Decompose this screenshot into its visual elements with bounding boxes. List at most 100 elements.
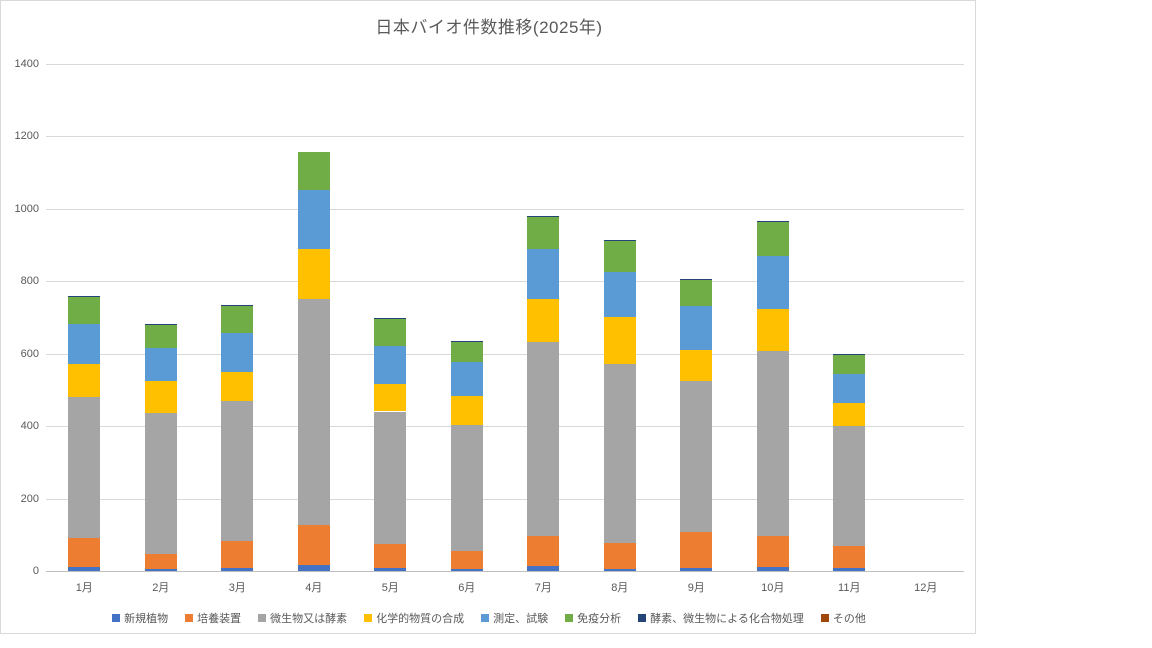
gridline [46, 281, 964, 282]
bar-segment [603, 317, 636, 365]
x-tick-label: 8月 [611, 582, 629, 594]
bar-segment [603, 568, 636, 571]
x-tick-label: 6月 [458, 582, 476, 594]
bar-segment [297, 249, 330, 300]
bar-segment [297, 524, 330, 566]
bar-segment [680, 531, 713, 569]
bar-segment [68, 297, 101, 325]
legend-label: その他 [832, 613, 866, 625]
bar-segment [833, 545, 866, 569]
gridline [46, 353, 964, 355]
bar-segment [680, 349, 713, 382]
bar-segment [680, 306, 713, 350]
bar-segment [68, 397, 101, 539]
bar-segment [680, 278, 713, 280]
bar-segment [374, 317, 407, 320]
legend-marker-icon [364, 614, 373, 622]
bar-segment [374, 345, 407, 384]
bar-segment [833, 402, 866, 426]
bar-segment [144, 553, 177, 570]
bar-segment [603, 272, 636, 318]
bar-segment [527, 535, 560, 566]
legend-marker-icon [638, 614, 647, 622]
legend-label: 測定、試験 [493, 613, 549, 625]
bar-segment [68, 567, 101, 571]
bar-segment [833, 353, 866, 355]
bar-segment [374, 568, 407, 571]
gridline [46, 63, 964, 65]
bar-segment [603, 241, 636, 273]
bar-segment [450, 551, 483, 570]
legend-item: 化学的物質の合成 [364, 610, 464, 626]
x-tick-label: 5月 [381, 582, 399, 594]
x-tick-label: 11月 [838, 582, 861, 594]
bar-segment [221, 332, 254, 372]
y-tick-label: 1200 [14, 130, 39, 142]
y-tick-label: 400 [20, 420, 39, 432]
legend-label: 培養装置 [197, 613, 242, 625]
bar-segment [756, 566, 789, 571]
legend-item: その他 [820, 610, 866, 626]
bar-segment [297, 299, 330, 525]
legend-item: 測定、試験 [481, 610, 548, 626]
legend-item: 微生物又は酵素 [258, 610, 347, 626]
bar-segment [527, 299, 560, 342]
bar-segment [450, 341, 483, 362]
bar-segment [297, 190, 330, 250]
y-tick-label: 800 [20, 275, 39, 287]
x-tick-label: 3月 [228, 582, 246, 594]
bar-segment [756, 255, 789, 310]
y-tick-label: 600 [20, 347, 39, 360]
bar-segment [603, 364, 636, 543]
bar-segment [527, 217, 560, 249]
bar-segment [450, 361, 483, 396]
legend-marker-icon [112, 614, 121, 622]
gridline [46, 426, 964, 427]
chart-frame[interactable]: 日本バイオ件数推移(2025年) 0 200 400 600 800 1000 1200 14… [0, 0, 976, 634]
gridline [46, 136, 964, 137]
y-tick-label: 1400 [14, 57, 39, 70]
legend-item: 免疫分析 [565, 610, 621, 626]
bar-segment [680, 279, 713, 306]
legend-label: 免疫分析 [577, 613, 622, 625]
bar-segment [680, 568, 713, 571]
bar-segment [374, 411, 407, 545]
legend: 新規植物 培養装置 微生物又は酵素 化学的物質の合成 測定、試験 免疫分析 酵素、微生物によ… [1, 610, 977, 626]
x-tick-label: 4月 [305, 582, 323, 594]
bar-segment [527, 215, 560, 218]
x-tick-label: 10月 [761, 582, 785, 594]
bar-segment [68, 538, 101, 567]
bar-segment [68, 364, 101, 398]
bar-segment [221, 371, 254, 401]
legend-label: 酵素、微生物による化合物処理 [650, 613, 804, 625]
legend-label: 新規植物 [124, 613, 169, 625]
bar-segment [374, 319, 407, 346]
bar-segment [527, 248, 560, 300]
bar-segment [833, 354, 866, 374]
bar-segment [450, 340, 483, 342]
x-tick-label: 2月 [152, 582, 170, 594]
x-tick-label: 9月 [687, 582, 705, 594]
bar-segment [833, 373, 866, 403]
legend-item: 酵素、微生物による化合物処理 [638, 610, 804, 626]
legend-item: 新規植物 [112, 610, 168, 626]
y-tick-label: 200 [20, 492, 39, 505]
bar-segment [221, 304, 254, 306]
legend-label: 微生物又は酵素 [270, 613, 348, 625]
bar-segment [527, 565, 560, 571]
bar-segment [297, 152, 330, 191]
bar-segment [144, 325, 177, 349]
bar-segment [144, 348, 177, 382]
x-tick-label: 7月 [534, 582, 552, 594]
bar-segment [450, 424, 483, 552]
legend-item: 培養装置 [185, 610, 241, 626]
legend-label: 化学的物質の合成 [376, 613, 465, 625]
legend-marker-icon [258, 614, 267, 622]
bar-segment [221, 540, 254, 569]
y-tick-label: 0 [32, 565, 39, 577]
bar-segment [756, 222, 789, 256]
bar-segment [221, 400, 254, 541]
x-tick-label: 12月 [914, 582, 938, 594]
bar-segment [603, 239, 636, 242]
bar-segment [756, 221, 789, 223]
